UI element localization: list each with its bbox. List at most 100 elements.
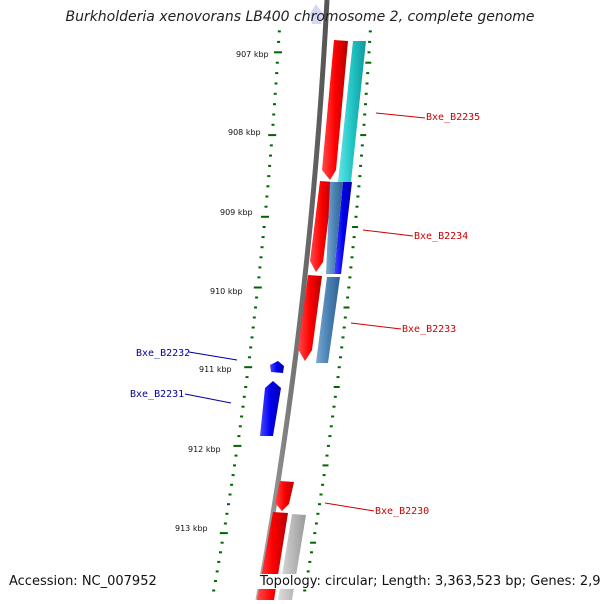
tick-mark-outer-37 [336,376,340,379]
tick-mark-outer-55 [310,551,313,554]
genome-summary-text: Topology: circular; Length: 3,363,523 bp… [257,574,600,589]
tick-mark-outer-53 [313,532,317,535]
feature-block-steelblue-2 [316,277,340,363]
tick-mark-outer-45 [325,454,329,457]
tick-mark-outer-48 [321,483,325,486]
tick-mark-outer-40 [332,405,336,408]
tick-mark-inner-11 [272,113,276,116]
gene-label-bxe-b2235: Bxe_B2235 [426,112,480,123]
tick-mark-inner-47 [231,474,235,477]
tick-mark-inner-57 [215,570,219,573]
feature-block-steelblue-1 [326,182,343,274]
tick-mark-outer-34 [340,346,344,349]
tick-mark-outer-27 [348,276,352,279]
tick-mark-inner-56 [217,560,221,563]
cds-block-bxe-b2233 [298,275,322,361]
tick-mark-outer-44 [326,444,330,447]
tick-mark-outer-32 [342,326,346,329]
tick-mark-outer-43 [328,435,332,438]
leader-bxe-b2235 [375,112,426,119]
tick-mark-outer-33 [341,336,345,339]
tick-mark-outer-21 [354,215,358,218]
tick-mark-inner-52 [223,522,227,525]
tick-mark-inner-31 [252,316,256,319]
tick-mark-inner-40 [241,405,245,408]
tick-mark-inner-45 [234,454,238,457]
tick-mark-inner-29 [255,296,259,299]
cds-block-bxe-b2235 [322,40,348,180]
tick-label-913: 913 kbp [175,524,208,533]
tick-mark-outer-31 [343,316,347,319]
tick-label-910: 910 kbp [210,287,243,296]
tick-mark-inner-10 [273,103,276,106]
tick-mark-outer-5 [367,51,371,54]
tick-mark-inner-9 [273,92,277,95]
tick-mark-outer-52 [314,522,318,525]
tick-mark-inner-22 [262,226,266,228]
tick-mark-inner-39 [242,395,246,398]
tick-mark-inner-5 [274,51,282,54]
tick-mark-inner-44 [233,444,242,447]
tick-label-911: 911 kbp [199,365,232,374]
cds-block-bxe-b2231 [260,381,281,436]
tick-mark-inner-14 [269,144,273,147]
leader-bxe-b2231 [184,393,232,404]
tick-mark-outer-51 [316,512,320,515]
tick-mark-inner-35 [248,356,251,359]
tick-mark-inner-27 [257,276,261,279]
tick-mark-outer-54 [310,541,317,544]
gene-label-bxe-b2230: Bxe_B2230 [375,506,429,517]
tick-mark-outer-18 [357,185,361,188]
tick-mark-inner-41 [240,415,244,418]
tick-mark-inner-7 [275,72,279,75]
tick-mark-inner-23 [261,236,265,239]
tick-mark-outer-17 [358,175,362,178]
tick-mark-outer-10 [364,103,367,106]
leader-bxe-b2232 [188,351,238,361]
tick-mark-outer-20 [355,205,359,208]
tick-mark-outer-11 [363,113,367,116]
tick-mark-inner-42 [238,425,242,428]
cds-block-bxe-b2234 [310,181,333,272]
gene-label-bxe-b2232: Bxe_B2232 [136,348,190,359]
tick-mark-inner-50 [227,503,230,506]
leader-bxe-b2234 [362,229,414,237]
tick-mark-inner-34 [249,346,253,349]
tick-mark-outer-14 [360,144,364,147]
feature-block-blue [334,182,352,274]
tick-mark-outer-36 [337,366,341,369]
tick-mark-outer-49 [319,493,323,496]
tick-mark-inner-58 [214,580,217,582]
tick-mark-outer-56 [308,560,312,563]
tick-mark-inner-8 [274,82,278,85]
tick-mark-outer-7 [366,72,370,75]
cds-block-bxe-b2230-top [275,481,294,511]
tick-label-912: 912 kbp [188,445,221,454]
tick-label-907: 907 kbp [236,50,269,59]
tick-mark-outer-41 [331,415,335,418]
tick-mark-inner-54 [220,541,224,544]
feature-block-cyan [338,41,366,182]
gene-label-bxe-b2231: Bxe_B2231 [130,389,184,400]
tick-mark-inner-4 [277,40,281,43]
tick-mark-outer-13 [360,134,367,137]
tick-mark-outer-28 [347,286,351,289]
tick-mark-inner-49 [228,493,232,496]
gene-label-bxe-b2233: Bxe_B2233 [402,324,456,335]
tick-mark-inner-32 [251,326,255,329]
tick-label-909: 909 kbp [220,208,253,217]
gene-label-bxe-b2234: Bxe_B2234 [414,231,468,242]
tick-label-908: 908 kbp [228,128,261,137]
tick-marks [212,30,372,592]
tick-mark-inner-3 [277,30,281,33]
tick-mark-inner-17 [267,175,271,178]
tick-mark-outer-9 [364,92,368,95]
leader-bxe-b2233 [350,322,402,330]
tick-mark-outer-23 [352,236,356,239]
tick-mark-inner-21 [261,215,269,218]
tick-mark-inner-28 [253,286,262,289]
tick-mark-outer-4 [368,40,372,43]
leader-bxe-b2230 [324,502,375,512]
